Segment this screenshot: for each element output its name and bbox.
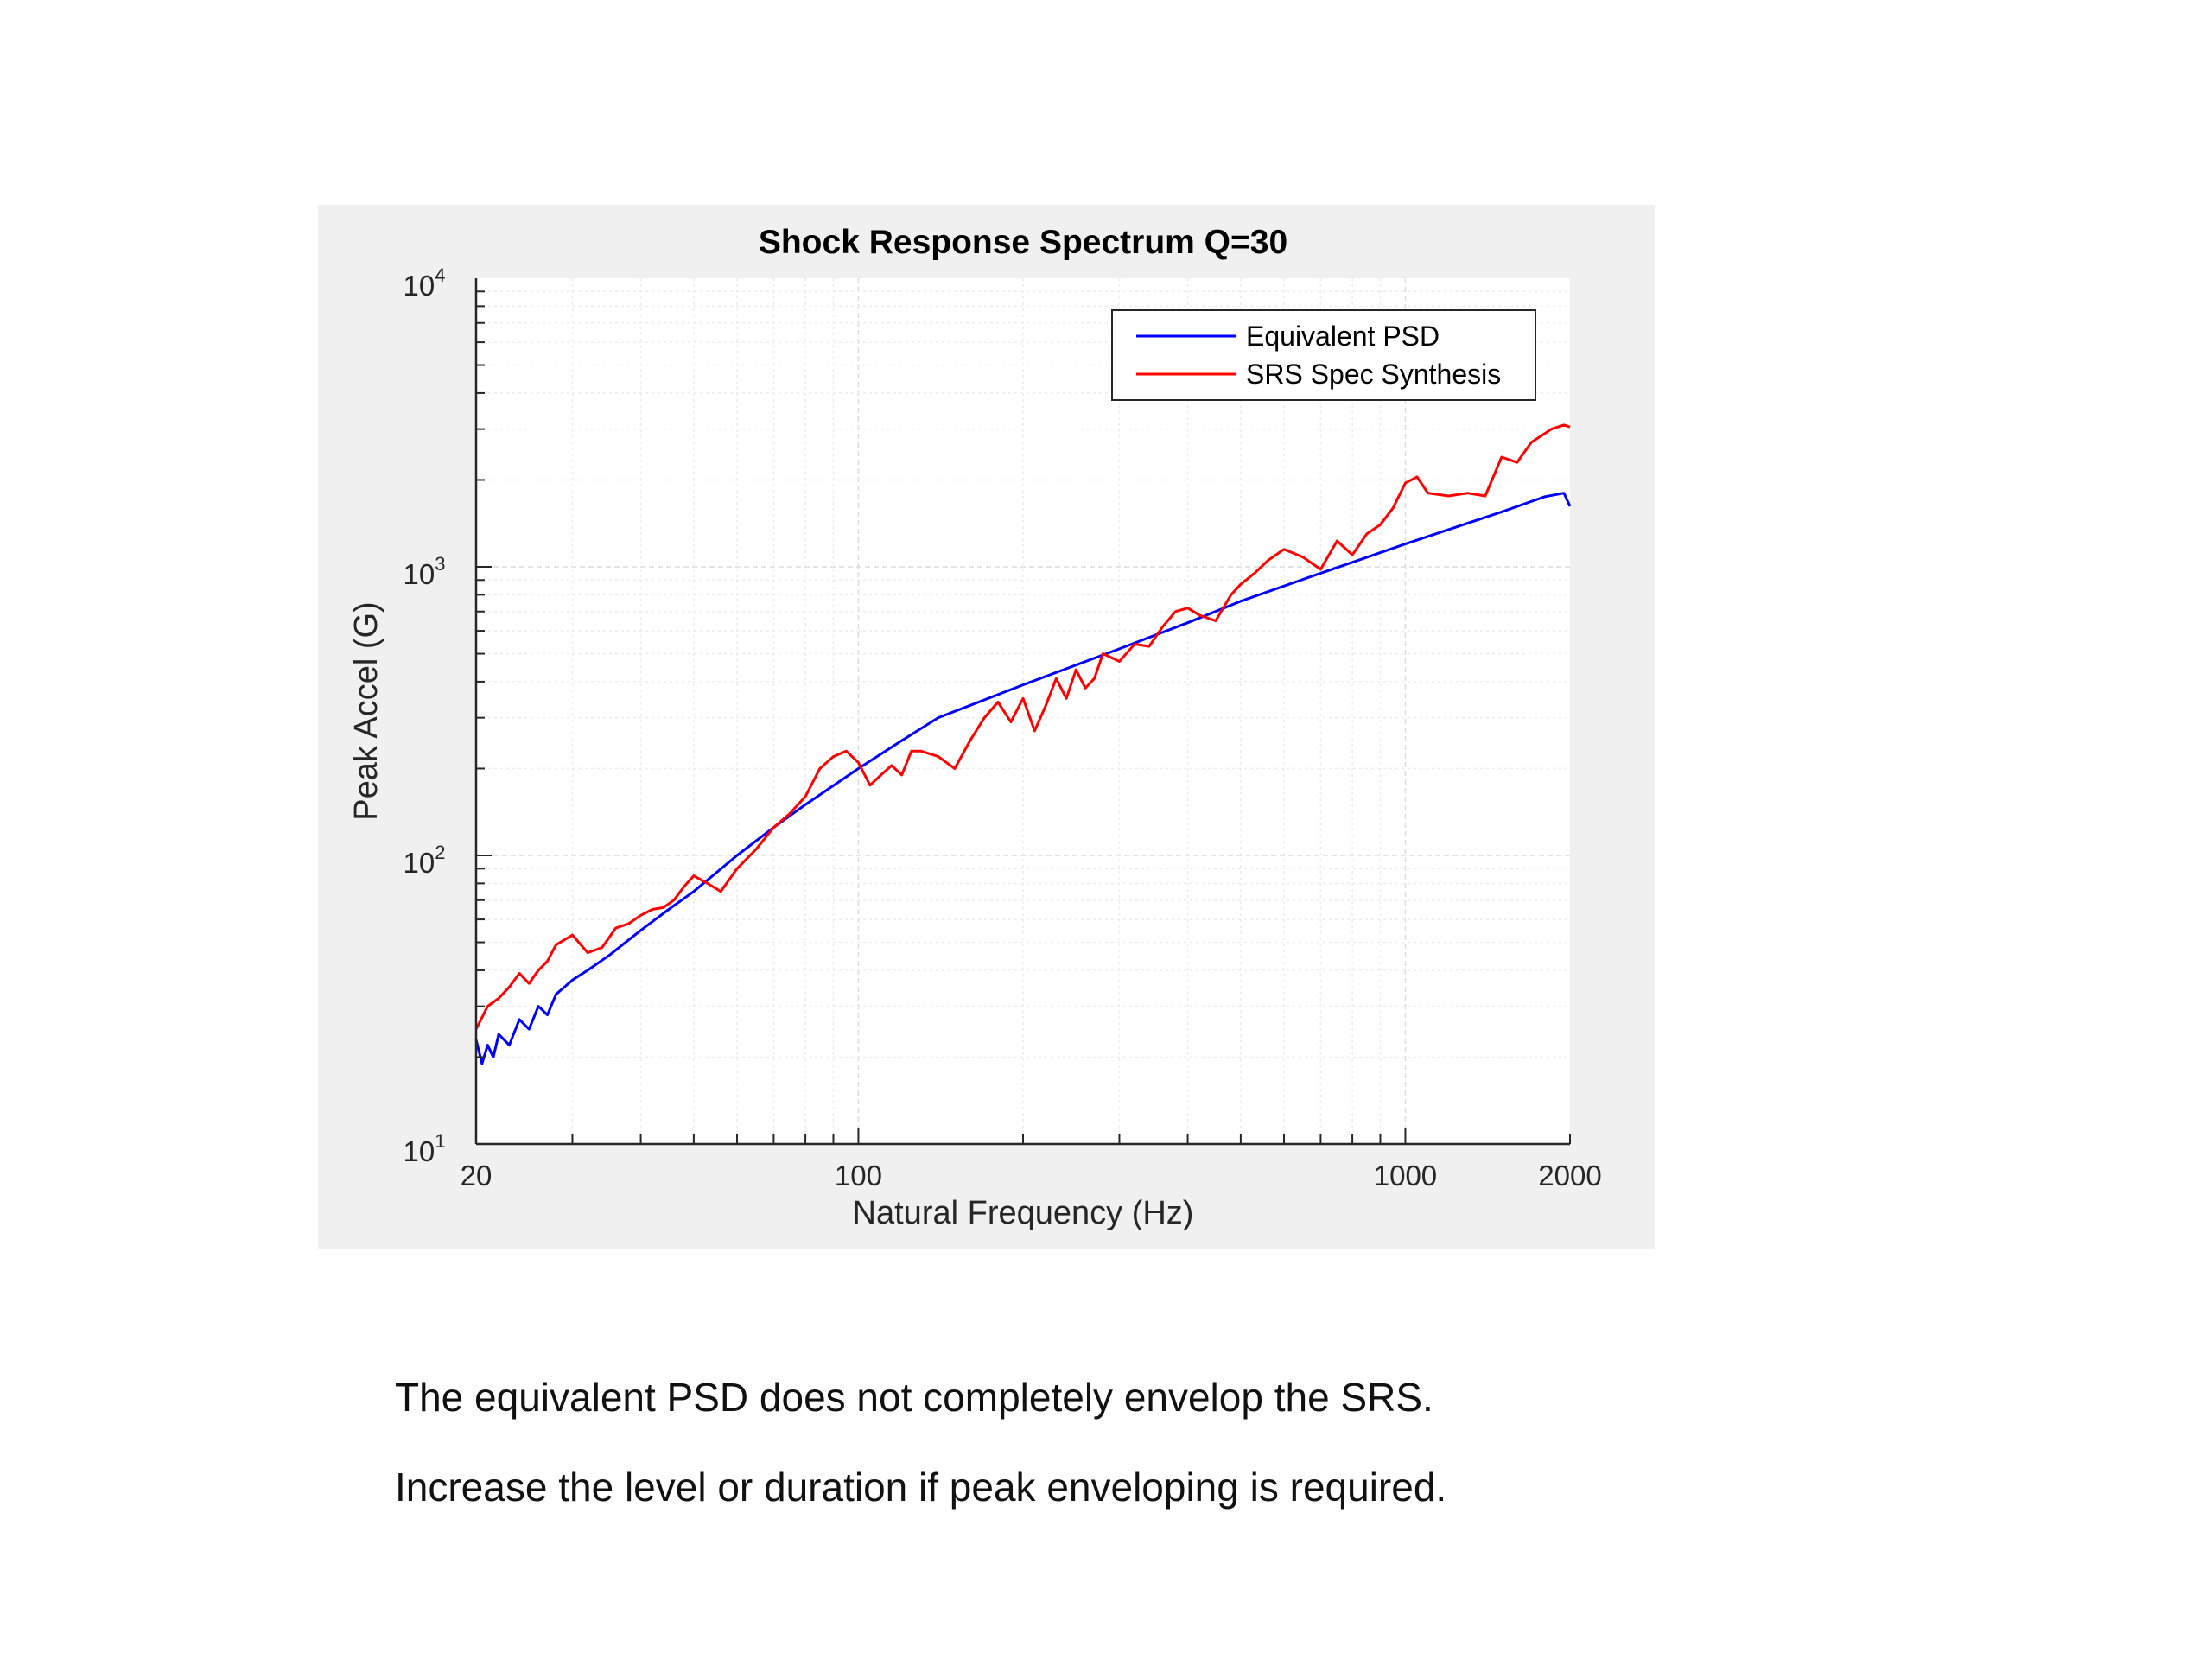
series-lines bbox=[474, 423, 1572, 1065]
x-tick-label: 100 bbox=[835, 1160, 882, 1192]
grid bbox=[476, 278, 1570, 1144]
caption-line-2: Increase the level or duration if peak e… bbox=[395, 1465, 1447, 1510]
chart-title: Shock Response Spectrum Q=30 bbox=[759, 224, 1287, 261]
caption-line-1: The equivalent PSD does not completely e… bbox=[395, 1375, 1433, 1420]
legend-box bbox=[1111, 309, 1536, 401]
axes bbox=[474, 278, 1571, 1146]
y-axis-label: Peak Accel (G) bbox=[348, 601, 385, 820]
tick-labels: 20 100 1000 2000 101 102 103 104 bbox=[404, 264, 1602, 1192]
x-tick-label: 2000 bbox=[1538, 1160, 1601, 1192]
legend-label-srs-spec-synthesis: SRS Spec Synthesis bbox=[1246, 359, 1501, 390]
x-tick-label: 1000 bbox=[1374, 1160, 1437, 1192]
series-line-equivalent-psd bbox=[474, 492, 1572, 1065]
x-tick-label: 20 bbox=[461, 1160, 493, 1192]
x-axis-label: Natural Frequency (Hz) bbox=[853, 1195, 1194, 1231]
y-tick-label: 102 bbox=[404, 842, 446, 879]
srs-chart: 20 100 1000 2000 101 102 103 104 Shock Response… bbox=[348, 224, 1602, 1231]
series-line-srs-spec-synthesis bbox=[474, 423, 1571, 1030]
y-tick-label: 103 bbox=[404, 553, 446, 590]
y-tick-label: 104 bbox=[404, 264, 446, 302]
y-tick-label: 101 bbox=[404, 1130, 446, 1167]
legend-label-equivalent-psd: Equivalent PSD bbox=[1246, 321, 1440, 352]
legend: Equivalent PSD SRS Spec Synthesis bbox=[1111, 309, 1536, 401]
figure-panel: 20 100 1000 2000 101 102 103 104 Shock Response… bbox=[318, 205, 1655, 1249]
